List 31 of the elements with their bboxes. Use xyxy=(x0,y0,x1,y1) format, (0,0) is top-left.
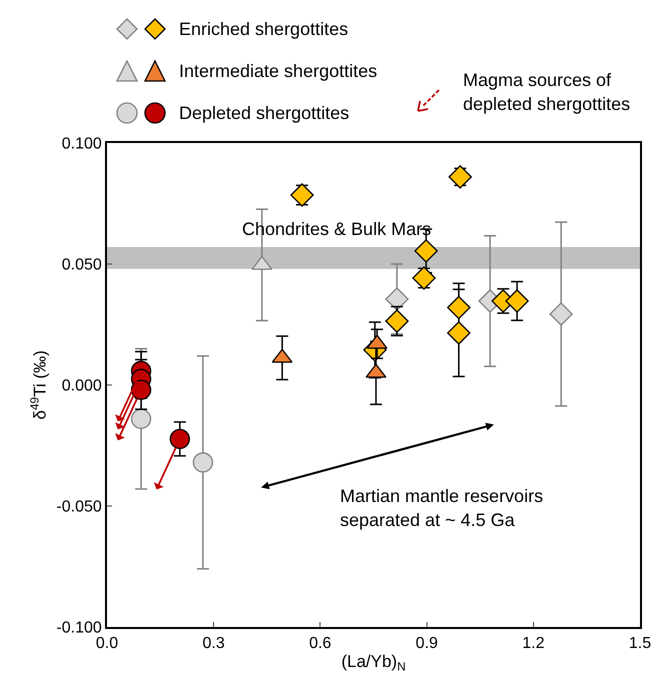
point xyxy=(192,452,214,473)
point xyxy=(447,296,470,320)
point xyxy=(414,239,438,263)
point xyxy=(385,287,409,311)
point xyxy=(447,321,470,345)
y-tick-label: 0.050 xyxy=(62,256,102,274)
legend-label: Enriched shergottites xyxy=(179,18,348,40)
x-tick-label: 0.9 xyxy=(416,635,438,652)
legend-label: Depleted shergottites xyxy=(179,102,350,124)
x-axis-title: (La/Yb)$_{N}$ xyxy=(341,652,406,674)
x-tick-label: 0.3 xyxy=(202,635,225,652)
y-tick-label: 0.000 xyxy=(62,378,102,395)
legend-label: Intermediate shergottites xyxy=(179,60,378,82)
y-tick-label: -0.050 xyxy=(56,498,102,516)
point xyxy=(290,183,314,207)
x-tick-label: 1.5 xyxy=(628,635,652,652)
point xyxy=(170,428,190,450)
point xyxy=(505,289,529,313)
y-tick-label: -0.100 xyxy=(56,620,102,637)
point xyxy=(412,266,436,290)
x-tick-label: 1.2 xyxy=(522,635,545,652)
point xyxy=(130,408,152,430)
text: Magma sources of depleted shergottites xyxy=(463,69,632,116)
y-tick-label: 0.100 xyxy=(62,136,102,153)
band-label: Chondrites & Bulk Mars xyxy=(242,219,432,239)
point xyxy=(549,302,573,326)
point xyxy=(448,165,472,189)
point xyxy=(385,309,409,333)
x-tick-label: 0.0 xyxy=(96,635,118,652)
x-tick-label: 0.6 xyxy=(309,635,332,652)
annotation: Martian mantle reservoirs separated at ~ 4.5 Ga xyxy=(340,485,544,532)
